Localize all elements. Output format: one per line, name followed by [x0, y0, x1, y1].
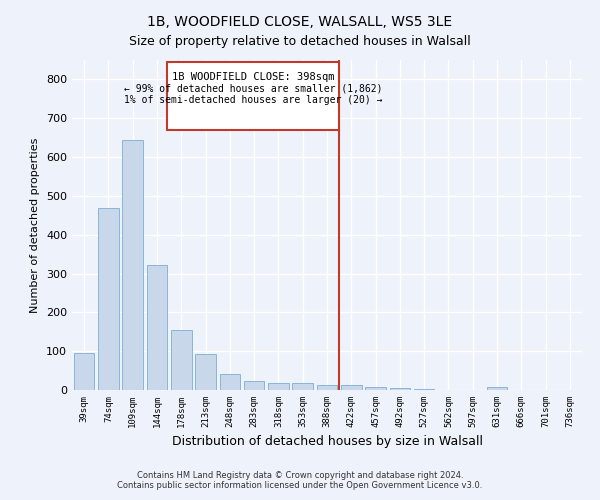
Bar: [268, 383, 289, 390]
Bar: [171, 330, 191, 390]
Text: Contains HM Land Registry data © Crown copyright and database right 2024.
Contai: Contains HM Land Registry data © Crown c…: [118, 470, 482, 490]
Text: 1B WOODFIELD CLOSE: 398sqm: 1B WOODFIELD CLOSE: 398sqm: [172, 72, 334, 82]
Text: ← 99% of detached houses are smaller (1,862): ← 99% of detached houses are smaller (1,…: [124, 84, 382, 94]
X-axis label: Distribution of detached houses by size in Walsall: Distribution of detached houses by size …: [172, 436, 482, 448]
Text: 1B, WOODFIELD CLOSE, WALSALL, WS5 3LE: 1B, WOODFIELD CLOSE, WALSALL, WS5 3LE: [148, 15, 452, 29]
Text: Size of property relative to detached houses in Walsall: Size of property relative to detached ho…: [129, 35, 471, 48]
Bar: [341, 385, 362, 390]
Bar: [414, 389, 434, 390]
Y-axis label: Number of detached properties: Number of detached properties: [31, 138, 40, 312]
Bar: [122, 140, 143, 390]
Bar: [317, 385, 337, 390]
Bar: [389, 388, 410, 390]
Bar: [487, 387, 508, 390]
Bar: [220, 374, 240, 390]
Bar: [365, 387, 386, 390]
Text: 1% of semi-detached houses are larger (20) →: 1% of semi-detached houses are larger (2…: [124, 95, 382, 105]
Bar: [244, 382, 265, 390]
Bar: [146, 264, 167, 390]
Bar: [74, 353, 94, 390]
Bar: [195, 354, 216, 390]
Bar: [292, 383, 313, 390]
Bar: [98, 208, 119, 390]
FancyBboxPatch shape: [167, 62, 339, 130]
